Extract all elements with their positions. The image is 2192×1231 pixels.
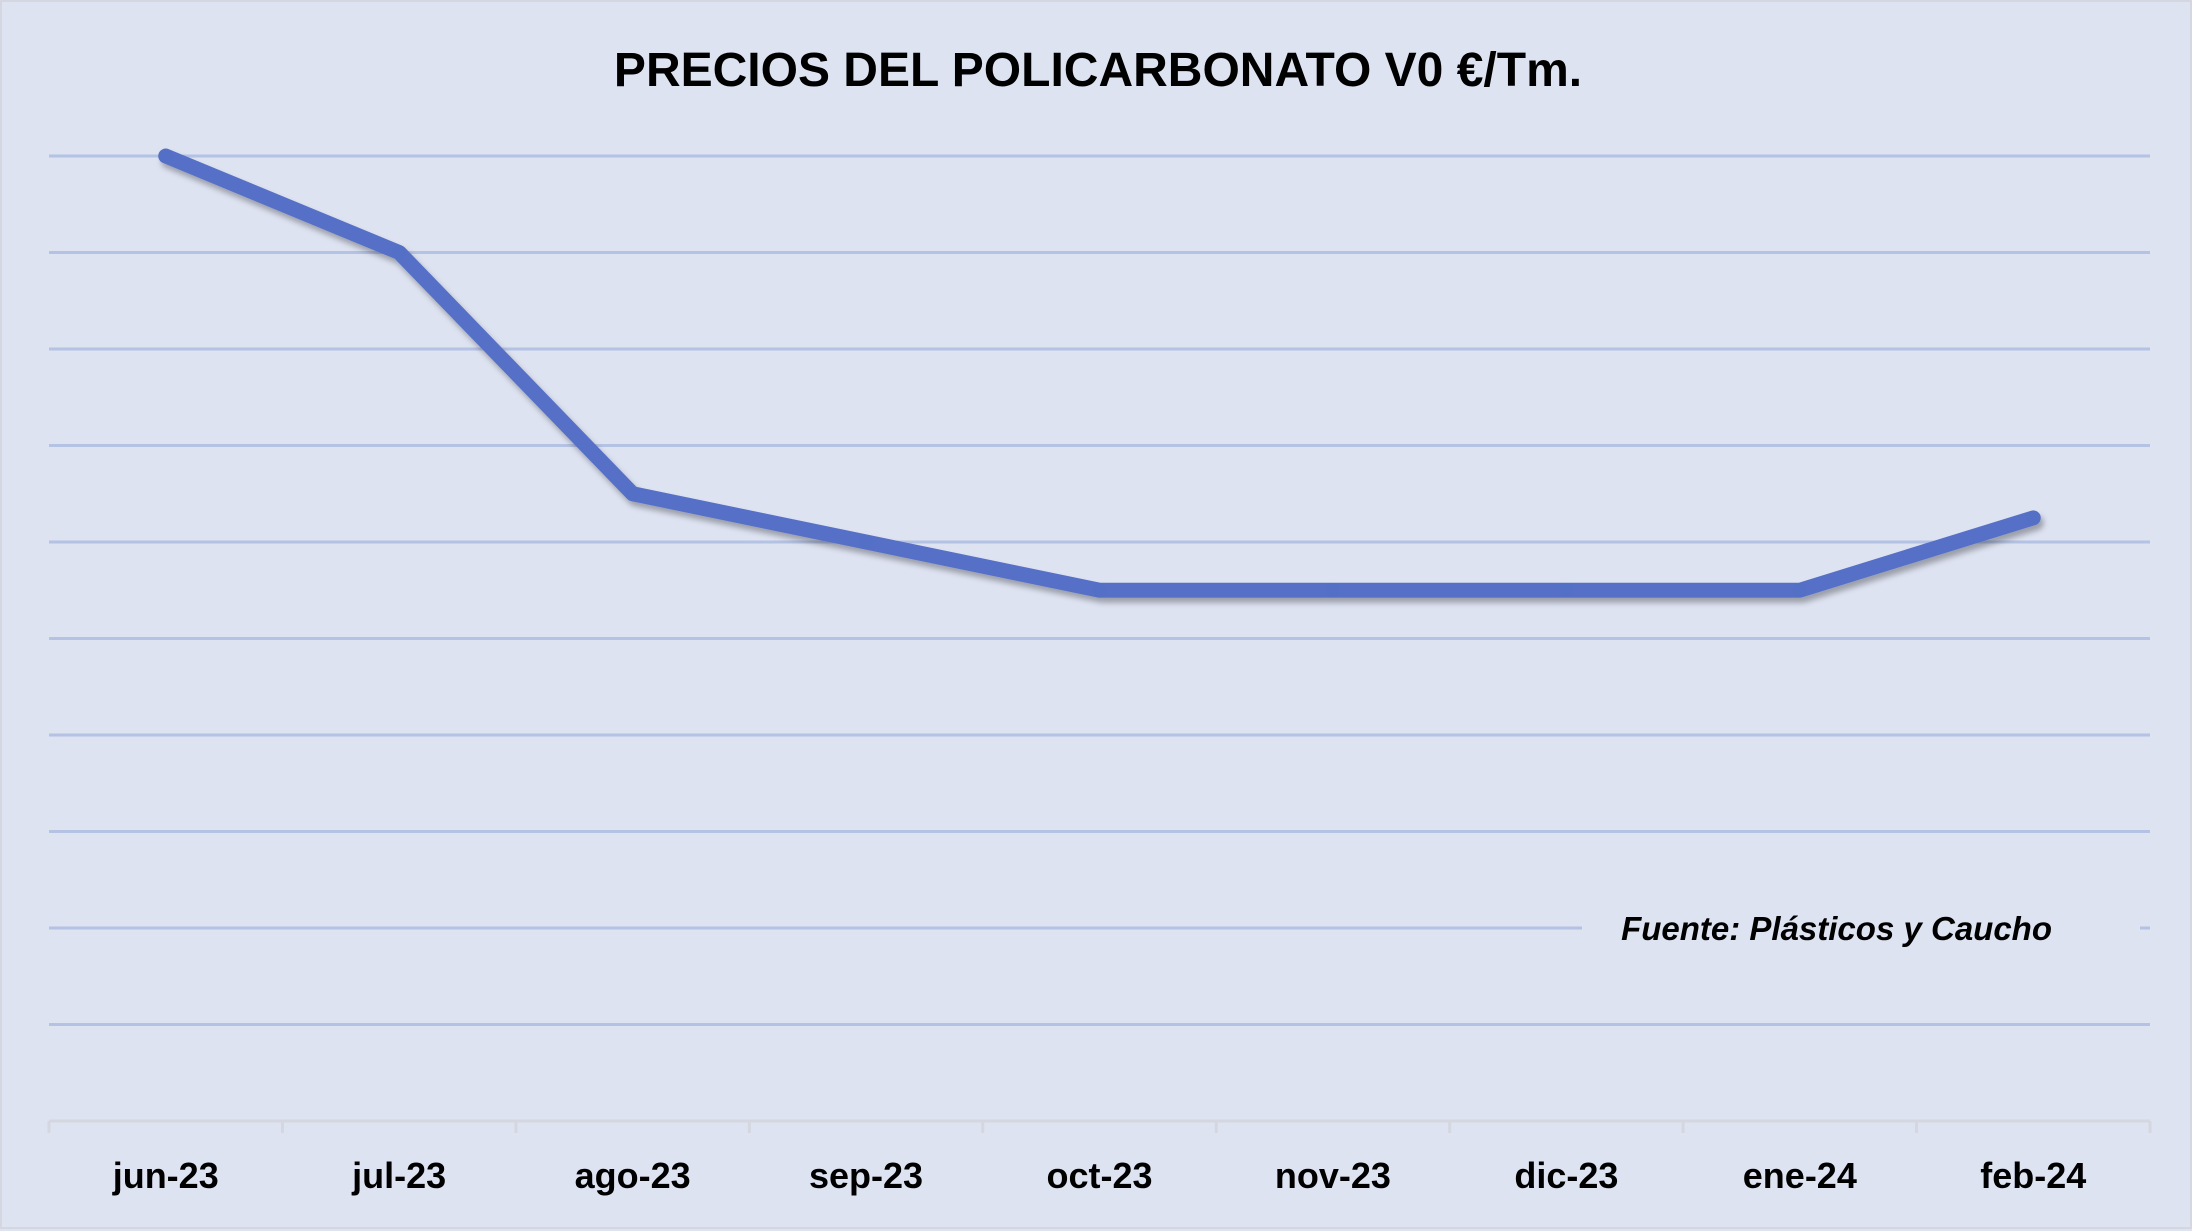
data-point (158, 149, 173, 163)
x-tick-label: nov-23 (1275, 1155, 1391, 1196)
data-point (1792, 583, 1807, 598)
series-line (158, 148, 2041, 598)
data-point (625, 486, 640, 501)
x-tick-label: dic-23 (1514, 1155, 1618, 1196)
data-point (1325, 583, 1340, 598)
x-tick-label: jun-23 (112, 1155, 219, 1196)
source-note-group: Fuente: Plásticos y Caucho (1582, 904, 2140, 954)
data-point (859, 535, 874, 549)
x-axis: jun-23 jul-23 ago-23 sep-23 oct-23 nov-23 dic-… (47, 1119, 2152, 1196)
x-tick-label: ene-24 (1743, 1155, 1857, 1196)
chart-title: PRECIOS DEL POLICARBONATO V0 €/Tm. (614, 44, 1582, 97)
x-tick-label: feb-24 (1980, 1155, 2086, 1196)
x-tick-label: sep-23 (809, 1155, 923, 1196)
source-note-background (1582, 904, 2140, 954)
data-point (392, 245, 407, 260)
data-point (1559, 583, 1574, 598)
data-point (2026, 510, 2041, 525)
data-point (1092, 583, 1107, 598)
x-tick-label: jul-23 (351, 1155, 446, 1196)
source-note: Fuente: Plásticos y Caucho (1621, 910, 2052, 947)
x-tick-label: oct-23 (1046, 1155, 1152, 1196)
series-layer (158, 148, 2041, 598)
x-tick-label: ago-23 (575, 1155, 691, 1196)
